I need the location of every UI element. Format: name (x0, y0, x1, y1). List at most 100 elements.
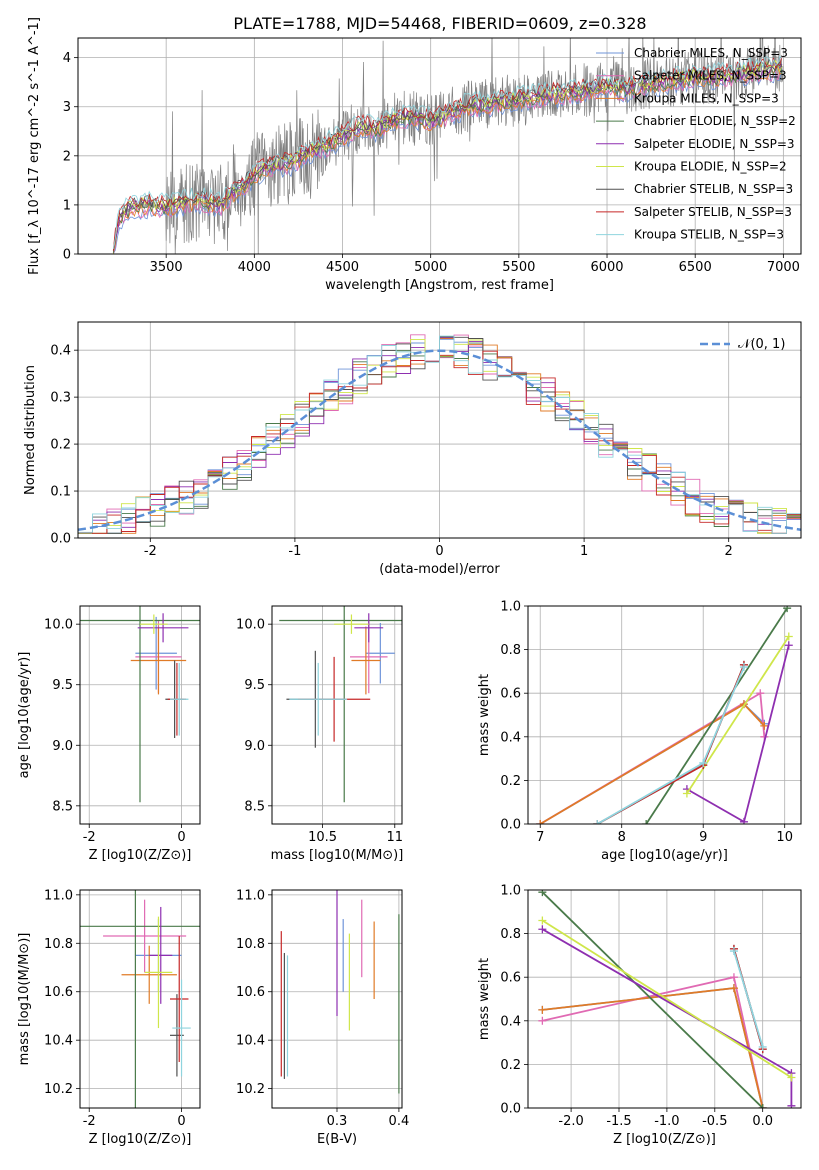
model-spectrum-line (112, 66, 783, 254)
spectrum-panel: 3500 4000 4500 5000 5500 6000 6500 7000 0 1 2 3 4 wav… (27, 17, 802, 293)
axes-frame (527, 889, 802, 1109)
observed-spectrum (112, 38, 784, 254)
plot-area (279, 606, 402, 803)
weight-series-line (733, 950, 764, 1048)
weight-point-marker (642, 820, 651, 824)
x-tick-label: 6000 (590, 260, 623, 275)
weight-series-line (596, 664, 745, 824)
plot-area (538, 890, 796, 1108)
y-tick-label: 10.6 (236, 985, 265, 1000)
weight-series-line (541, 891, 764, 1108)
mass-ebv-panel: 0.3 0.4 10.2 10.4 10.6 10.8 11.0 E(B-V) (236, 888, 410, 1147)
y-tick-label: 9.5 (244, 678, 265, 693)
y-tick-label: 0.0 (500, 1102, 521, 1117)
y-tick-label: 0.1 (50, 485, 71, 500)
weight-series-line (541, 919, 792, 1079)
y-tick-label: 10.2 (236, 1082, 265, 1097)
x-tick-label: 0 (177, 1114, 185, 1129)
weight-point-marker (739, 663, 748, 672)
y-tick-label: 10.0 (44, 618, 73, 633)
age-metallicity-panel: -2 0 8.5 9.0 9.5 10.0 Z [log10(Z/Z⊙)] age [log1… (17, 605, 201, 863)
age-weight-panel: 7 8 9 10 0.0 0.2 0.4 0.6 0.8 1.0 age [log10(age/yr… (477, 600, 802, 863)
weight-point-marker (699, 758, 708, 767)
x-tick-label: 10.5 (308, 830, 337, 845)
x-tick-label: 4500 (326, 260, 359, 275)
x-axis-label: Z [log10(Z/Z⊙)] (89, 848, 192, 863)
weight-point-marker (536, 820, 545, 824)
weight-series-line (539, 702, 765, 824)
weight-point-marker (538, 1016, 547, 1025)
x-tick-label: 8 (618, 830, 626, 845)
y-tick-label: 2 (63, 149, 71, 164)
y-tick-label: 0.2 (50, 438, 71, 453)
x-tick-label: 9 (699, 830, 707, 845)
x-tick-label: 1 (580, 544, 588, 559)
x-axis-label: E(B-V) (317, 1132, 357, 1147)
age-mass-panel: 10.5 11 8.5 9.0 9.5 10.0 mass [log10(M/M⊙)] (236, 605, 404, 863)
x-tick-label: 3500 (150, 260, 183, 275)
y-tick-label: 0.2 (500, 774, 521, 789)
legend-label: Salpeter MILES, N_SSP=3 (634, 69, 787, 83)
axes-frame (77, 321, 802, 539)
x-tick-label: -2.0 (558, 1114, 583, 1129)
legend-label: Chabrier STELIB, N_SSP=3 (634, 182, 793, 196)
figure-title: PLATE=1788, MJD=54468, FIBERID=0609, z=0… (233, 14, 646, 33)
axes-frame (271, 889, 403, 1109)
weight-point-marker (739, 817, 748, 824)
residual-histogram-panel: -2 -1 0 1 2 0.0 0.1 0.2 0.3 0.4 (data-model)/error… (23, 321, 802, 577)
x-tick-label: 10 (776, 830, 793, 845)
metallicity-weight-panel: -2.0 -1.5 -1.0 -0.5 0.0 0.0 0.2 0.4 0.6 0.8 1.0 Z [… (477, 884, 802, 1147)
legend-label: Kroupa ELODIE, N_SSP=2 (634, 160, 787, 174)
model-spectrum-line (112, 56, 783, 251)
mass-metallicity-panel: -2 0 10.2 10.4 10.6 10.8 11.0 Z [log10(Z/Z⊙)] ma… (17, 888, 201, 1147)
weight-point-marker (760, 721, 769, 730)
weight-series-line (596, 664, 745, 824)
x-tick-label: 5500 (502, 260, 535, 275)
legend: 𝒩(0, 1) (700, 337, 785, 352)
axes-frame (271, 605, 403, 825)
x-axis-label: Z [log10(Z/Z⊙)] (613, 1132, 716, 1147)
x-axis-label: Z [log10(Z/Z⊙)] (89, 1132, 192, 1147)
legend: Chabrier MILES, N_SSP=3 Salpeter MILES, N… (596, 46, 796, 242)
weight-point-marker (729, 984, 738, 993)
normal-reference-curve (78, 349, 801, 532)
axes-frame (79, 605, 201, 825)
x-axis-label: mass [log10(M/M⊙)] (271, 848, 404, 863)
y-tick-label: 9.0 (52, 739, 73, 754)
y-tick-label: 10.6 (44, 985, 73, 1000)
x-tick-label: -2 (83, 1114, 96, 1129)
x-tick-label: 6500 (679, 260, 712, 275)
x-tick-label: -0.5 (702, 1114, 727, 1129)
y-axis-label: Flux [f_λ 10^-17 erg cm^-2 s^-1 A^-1] (27, 17, 42, 275)
y-axis-label: mass weight (477, 958, 492, 1040)
y-tick-label: 9.0 (244, 739, 265, 754)
x-tick-label: 4000 (238, 260, 271, 275)
weight-point-marker (538, 925, 547, 934)
weight-point-marker (756, 689, 765, 698)
weight-point-marker (758, 1104, 767, 1108)
legend-label: Kroupa STELIB, N_SSP=3 (634, 228, 784, 242)
y-tick-label: 10.8 (44, 937, 73, 952)
y-tick-label: 0.2 (500, 1058, 521, 1073)
legend-label: Salpeter ELODIE, N_SSP=3 (634, 137, 795, 151)
y-tick-label: 0.8 (500, 643, 521, 658)
y-tick-label: 10.2 (44, 1082, 73, 1097)
y-tick-label: 10.0 (236, 618, 265, 633)
weight-series-line (686, 636, 790, 794)
y-tick-label: 11.0 (236, 888, 265, 903)
y-tick-label: 10.8 (236, 937, 265, 952)
x-tick-label: -1 (288, 544, 301, 559)
model-spectrum-line (112, 69, 783, 254)
x-axis-label: wavelength [Angstrom, rest frame] (325, 278, 554, 293)
y-tick-label: 0.4 (50, 344, 71, 359)
x-tick-label: 7 (536, 830, 544, 845)
x-tick-label: 0.4 (389, 1114, 410, 1129)
weight-point-marker (682, 789, 691, 798)
legend-label: Chabrier MILES, N_SSP=3 (634, 46, 788, 60)
x-axis-label: (data-model)/error (379, 562, 500, 577)
y-tick-label: 4 (63, 51, 71, 66)
x-tick-label: 0.0 (752, 1114, 773, 1129)
weight-series-line (542, 987, 764, 1108)
x-tick-label: 2 (725, 544, 733, 559)
x-tick-label: -1.5 (606, 1114, 631, 1129)
